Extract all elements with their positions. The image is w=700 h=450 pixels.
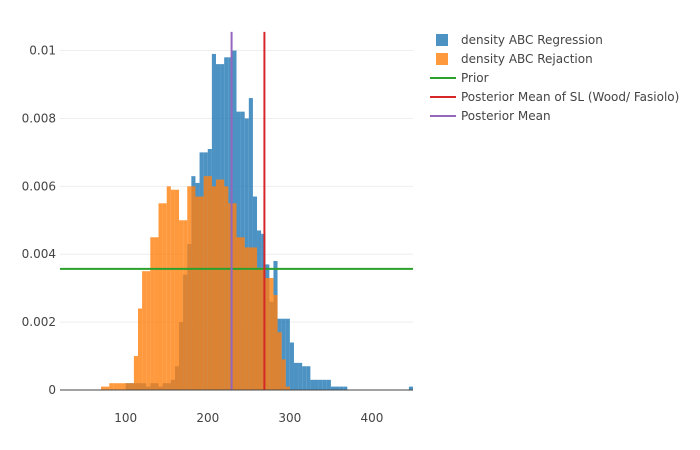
legend-swatch [436, 53, 448, 65]
histogram-bar-rejection [179, 220, 184, 390]
histogram-bar-regression [310, 379, 315, 390]
histogram-bar-rejection [220, 179, 225, 390]
histogram-bar-rejection [228, 203, 233, 390]
histogram-bar-regression [314, 379, 319, 390]
histogram-bar-regression [293, 362, 299, 390]
histogram-bar-rejection [215, 179, 221, 390]
legend-item[interactable]: Posterior Mean [430, 109, 551, 123]
histogram-bar-rejection [146, 271, 151, 390]
histogram-bar-rejection [170, 189, 175, 390]
histogram-bar-rejection [257, 267, 262, 390]
histogram-bar-rejection [252, 247, 258, 390]
histogram-bar-rejection [137, 308, 143, 390]
histogram-bar-rejection [125, 383, 130, 390]
histogram-bar-regression [306, 366, 311, 390]
legend-label: density ABC Regression [461, 33, 603, 47]
histogram-bar-rejection [273, 294, 278, 390]
legend-item[interactable]: Posterior Mean of SL (Wood/ Fasiolo) [430, 90, 679, 104]
histogram-bar-regression [322, 379, 327, 390]
histogram-bar-rejection [121, 383, 126, 390]
histogram-bar-regression [330, 386, 336, 390]
histogram-bar-rejection [187, 186, 192, 390]
histogram-bar-regression [408, 386, 413, 390]
histogram-bar-rejection [117, 383, 122, 390]
histogram-bar-regression [343, 386, 348, 390]
histogram-bar-rejection [244, 247, 249, 390]
x-tick-label: 400 [361, 411, 384, 425]
y-tick-label: 0.002 [22, 315, 56, 329]
histogram-bar-rejection [265, 277, 270, 390]
histogram-bar-rejection [277, 332, 282, 390]
histogram-bar-rejection [248, 247, 253, 390]
histogram-bar-rejection [174, 189, 180, 390]
axes: 0 0.002 0.004 0.006 0.008 0.01 100 200 300 400 [22, 44, 413, 425]
histogram-bar-regression [289, 342, 294, 390]
histogram-bars [101, 50, 413, 391]
histogram-bar-regression [285, 318, 290, 390]
histogram-bar-regression [335, 386, 340, 390]
histogram-bar-rejection [162, 203, 167, 390]
histogram-bar-rejection [191, 186, 196, 390]
histogram-bar-rejection [211, 186, 216, 390]
histogram-bar-rejection [158, 203, 163, 390]
histogram-bar-regression [326, 379, 331, 390]
histogram-bar-rejection [281, 359, 286, 390]
histogram-bar-rejection [195, 196, 200, 390]
histogram-bar-rejection [224, 186, 229, 390]
histogram-bar-regression [281, 318, 286, 390]
y-tick-label: 0.01 [29, 44, 56, 58]
histogram-bar-rejection [240, 237, 245, 390]
legend-item[interactable]: Prior [430, 71, 489, 85]
y-tick-label: 0.004 [22, 247, 56, 261]
histogram-bar-rejection [101, 386, 106, 390]
legend-swatch [436, 34, 448, 46]
histogram-bar-rejection [199, 196, 204, 390]
x-tick-label: 300 [278, 411, 301, 425]
histogram-bar-rejection [236, 237, 241, 390]
x-tick-label: 100 [114, 411, 137, 425]
histogram-bar-rejection [285, 386, 290, 390]
legend-label: Prior [461, 71, 489, 85]
x-tick-label: 200 [196, 411, 219, 425]
y-tick-label: 0.008 [22, 111, 56, 125]
y-tick-label: 0.006 [22, 179, 56, 193]
histogram-bar-rejection [261, 267, 266, 390]
reference-lines [60, 31, 413, 390]
histogram-bar-regression [318, 379, 323, 390]
histogram-bar-regression [248, 98, 253, 390]
histogram-bar-regression [298, 362, 303, 390]
legend-label: Posterior Mean of SL (Wood/ Fasiolo) [461, 90, 679, 104]
legend-label: Posterior Mean [461, 109, 551, 123]
legend-label: density ABC Rejaction [461, 52, 593, 66]
legend-item[interactable]: density ABC Rejaction [436, 52, 593, 66]
histogram-bar-rejection [150, 237, 155, 390]
histogram-bar-rejection [105, 386, 110, 390]
histogram-bar-rejection [113, 383, 118, 390]
histogram-bar-rejection [207, 176, 212, 390]
histogram-bar-rejection [129, 383, 134, 390]
histogram-bar-rejection [232, 203, 237, 390]
legend-item[interactable]: density ABC Regression [436, 33, 603, 47]
legend[interactable]: density ABC Regression density ABC Rejact… [430, 33, 679, 123]
histogram-bar-rejection [183, 220, 188, 390]
histogram-bar-rejection [154, 237, 159, 390]
histogram-bar-regression [302, 366, 307, 390]
y-tick-label: 0 [48, 383, 56, 397]
histogram-bar-rejection [109, 383, 114, 390]
histogram-bar-rejection [269, 277, 274, 390]
histogram-bar-rejection [203, 176, 208, 390]
histogram-bar-regression [339, 386, 344, 390]
histogram-bar-rejection [166, 186, 171, 390]
histogram-bar-rejection [133, 356, 138, 390]
histogram-bar-rejection [142, 271, 147, 390]
